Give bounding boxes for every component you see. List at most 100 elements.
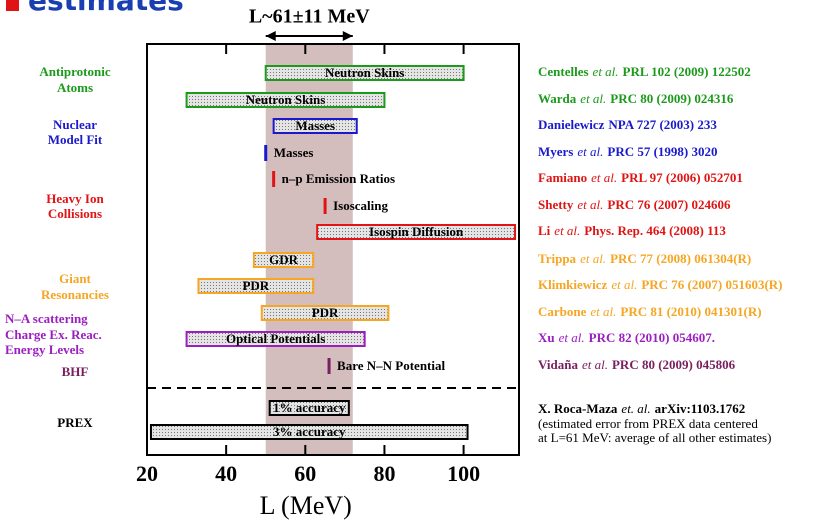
note-line: at L=61 MeV: average of all other estima… [538,430,771,445]
x-tick-label: 100 [447,461,480,486]
group-label: Nuclear [53,117,97,132]
reference-etal: et al. [582,357,608,372]
group-label: BHF [62,364,89,379]
reference: Myers et al. PRC 57 (1998) 3020 [538,144,718,159]
title-bullet [6,0,19,11]
reference: Trippa et al. PRC 77 (2008) 061304(R) [538,251,751,266]
reference-etal: et al. [577,197,603,212]
reference: Famiano et al. PRL 97 (2006) 052701 [538,170,743,185]
marker-label: n–p Emission Ratios [282,171,395,186]
reference-etal: et al. [611,277,637,292]
box-label: GDR [269,252,299,267]
note-cite: arXiv:1103.1762 [655,401,746,416]
box-label: Masses [295,118,335,133]
reference-author: Trippa [538,251,577,266]
range-box [264,65,465,81]
marker-label: Masses [274,145,314,160]
box-label: PDR [242,278,269,293]
note-etal: et. al. [621,401,650,416]
note-author: X. Roca-Maza [538,401,618,416]
reference-cite: PRC 80 (2009) 024316 [610,91,734,106]
box-label: 3% accuracy [273,424,346,439]
group-label: N–A scattering [5,311,88,326]
arrow-head [265,31,353,41]
reference-author: Vidaña [538,357,578,372]
group-label: Atoms [57,80,93,95]
reference-etal: et al. [580,91,606,106]
reference-cite: PRC 77 (2008) 061304(R) [610,251,751,266]
reference: Li et al. Phys. Rep. 464 (2008) 113 [538,223,726,238]
note-line: (estimated error from PREX data centered [538,416,758,431]
reference-author: Famiano [538,170,587,185]
group-label: Antiprotonic [39,64,110,79]
reference-author: Shetty [538,197,574,212]
x-tick-label: 20 [136,461,158,486]
range-box [185,92,386,108]
reference: Shetty et al. PRC 76 (2007) 024606 [538,197,731,212]
marker-label: Bare N–N Potential [337,358,445,373]
reference-etal: et al. [590,304,616,319]
range-box [316,224,517,240]
reference-cite: PRC 76 (2007) 024606 [607,197,731,212]
reference-etal: et al. [580,251,606,266]
annotation: L~61±11 MeV [249,6,370,28]
box-label: Isospin Diffusion [369,224,464,239]
range-box [149,424,469,440]
reference: Danielewicz NPA 727 (2003) 233 [538,117,717,132]
range-box [260,305,390,321]
reference-cite: PRL 102 (2009) 122502 [623,64,751,79]
range-box [252,252,315,268]
reference: Carbone et al. PRC 81 (2010) 041301(R) [538,304,762,319]
reference-cite: PRC 76 (2007) 051603(R) [641,277,782,292]
reference-author: Li [538,223,551,238]
box-label: Neutron Skins [325,65,405,80]
group-label: Resonancies [41,287,109,302]
reference: Vidaña et al. PRC 80 (2009) 045806 [538,357,736,372]
reference-cite: NPA 727 (2003) 233 [608,117,717,132]
reference: Warda et al. PRC 80 (2009) 024316 [538,91,734,106]
group-label: Energy Levels [5,342,84,357]
x-axis-label: L (MeV) [260,491,352,520]
group-label: Model Fit [48,132,103,147]
reference: Klimkiewicz et al. PRC 76 (2007) 051603(R) [538,277,783,292]
box-label: Neutron Skins [246,92,326,107]
range-box [197,278,315,294]
reference-author: Danielewicz [538,117,605,132]
box-label: PDR [312,305,339,320]
reference: Centelles et al. PRL 102 (2009) 122502 [538,64,751,79]
reference-author: Centelles [538,64,589,79]
reference-cite: PRC 81 (2010) 041301(R) [620,304,761,319]
group-label: PREX [57,415,93,430]
reference-author: Carbone [538,304,587,319]
note: X. Roca-Maza et. al. arXiv:1103.1762 [538,401,745,416]
box-label: 1% accuracy [273,400,346,415]
reference-cite: PRC 80 (2009) 045806 [612,357,736,372]
reference-cite: PRC 82 (2010) 054607. [589,330,715,345]
reference-author: Xu [538,330,555,345]
reference-author: Warda [538,91,577,106]
reference-etal: et al. [591,170,617,185]
group-label: Charge Ex. Reac. [5,327,102,342]
range-box [268,400,350,416]
reference-etal: et al. [559,330,585,345]
x-tick-label: 60 [294,461,316,486]
marker-label: Isoscaling [333,198,388,213]
reference-author: Klimkiewicz [538,277,608,292]
range-box [185,331,366,347]
reference: Xu et al. PRC 82 (2010) 054607. [538,330,715,345]
box-label: Optical Potentials [226,331,325,346]
x-tick-label: 40 [215,461,237,486]
reference-etal: et al. [577,144,603,159]
plot-frame [146,43,520,456]
range-box [272,118,358,134]
group-label: Giant [59,271,91,286]
x-tick-label: 80 [373,461,395,486]
reference-etal: et al. [554,223,580,238]
band [265,44,353,455]
group-label: Collisions [48,206,102,221]
reference-cite: PRC 57 (1998) 3020 [607,144,717,159]
reference-etal: et al. [593,64,619,79]
reference-cite: Phys. Rep. 464 (2008) 113 [584,223,726,238]
reference-cite: PRL 97 (2006) 052701 [621,170,743,185]
